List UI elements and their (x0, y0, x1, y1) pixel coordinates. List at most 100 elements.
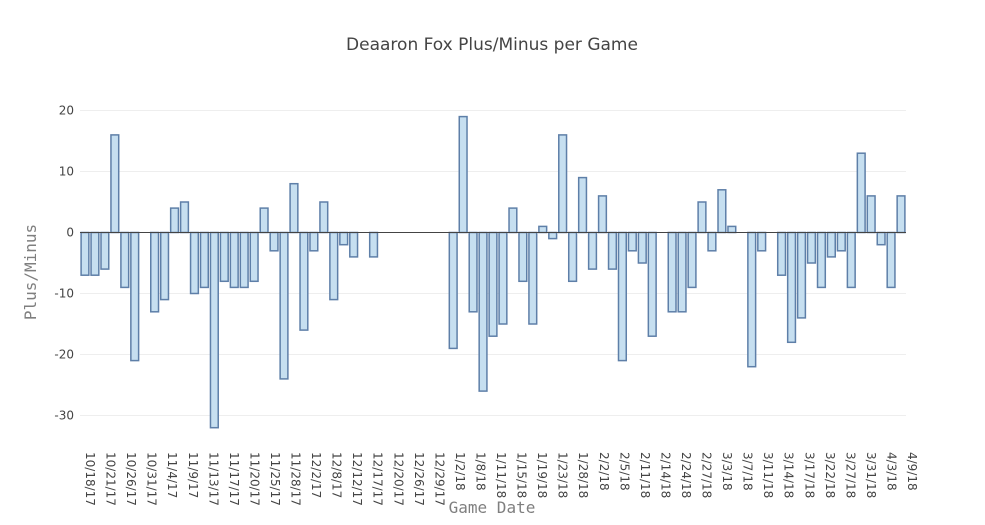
bar (229, 231, 239, 289)
x-tick-label: 1/8/18 (473, 452, 487, 491)
bar (90, 231, 100, 276)
bar (120, 231, 130, 289)
bar (448, 231, 458, 350)
x-tick-label: 1/11/18 (494, 452, 508, 498)
x-tick-label: 3/31/18 (864, 452, 878, 498)
bar (368, 231, 379, 258)
y-tick-label: -10 (54, 287, 74, 301)
bar (100, 231, 110, 270)
bar (339, 231, 349, 246)
bar (637, 231, 647, 264)
bar (110, 134, 120, 234)
bar (617, 231, 628, 362)
x-tick-label: 11/4/17 (165, 452, 179, 498)
x-tick-label: 2/27/18 (700, 452, 714, 498)
bar (856, 152, 866, 234)
bar (747, 231, 757, 368)
bar (349, 231, 359, 258)
x-tick-label: 12/17/17 (371, 452, 385, 506)
bar (159, 231, 170, 301)
chart-title: Deaaron Fox Plus/Minus per Game (346, 35, 638, 55)
bar (538, 225, 548, 234)
bar (816, 231, 827, 289)
bar (587, 231, 598, 270)
bar (299, 231, 309, 331)
bar (259, 207, 269, 234)
bar (80, 231, 90, 276)
bar (309, 231, 319, 252)
bar (239, 231, 249, 289)
x-tick-label: 2/14/18 (658, 452, 672, 498)
bar (458, 115, 468, 234)
x-tick-label: 3/14/18 (782, 452, 796, 498)
y-tick-label: 10 (59, 165, 74, 179)
y-tick-labels: 20 10 0 -10 -20 -30 (54, 104, 74, 423)
bar (876, 231, 886, 246)
x-tick-label: 3/17/18 (802, 452, 816, 498)
bar (518, 231, 528, 283)
x-tick-label: 11/25/17 (268, 452, 282, 506)
bar (836, 231, 846, 252)
bar (150, 231, 160, 313)
bar (717, 189, 727, 234)
x-tick-label: 11/17/17 (227, 452, 241, 506)
bar (548, 231, 558, 240)
bar (558, 134, 568, 234)
x-tick-label: 12/8/17 (330, 452, 344, 498)
bar (607, 231, 618, 270)
bar (697, 201, 707, 234)
y-axis-title: Plus/Minus (21, 224, 40, 320)
bar (577, 176, 588, 234)
bar (478, 231, 488, 392)
x-tick-label: 1/28/18 (576, 452, 590, 498)
bar (488, 231, 498, 337)
y-tick-label: -30 (54, 409, 74, 423)
y-tick-label: 0 (66, 226, 74, 240)
x-tick-label: 2/24/18 (679, 452, 693, 498)
bar (249, 231, 259, 283)
bar (269, 231, 279, 252)
bar (508, 207, 518, 234)
x-tick-label: 10/26/17 (124, 452, 138, 506)
x-tick-label: 11/20/17 (247, 452, 261, 506)
x-tick-label: 12/26/17 (412, 452, 426, 506)
x-tick-label: 3/3/18 (720, 452, 734, 491)
x-tick-label: 1/19/18 (535, 452, 549, 498)
bar (627, 231, 637, 252)
bar (498, 231, 508, 325)
bar (866, 195, 876, 234)
bar (169, 207, 180, 234)
bar (677, 231, 687, 313)
x-tick-label: 12/2/17 (309, 452, 323, 498)
x-tick-labels: 10/18/17 10/21/17 10/26/17 10/31/17 11/4/17 1… (83, 452, 919, 506)
bar (319, 201, 329, 234)
x-tick-label: 1/2/18 (453, 452, 467, 491)
x-tick-label: 11/13/17 (206, 452, 220, 506)
x-tick-label: 10/21/17 (104, 452, 118, 506)
bar (597, 195, 608, 234)
bar (826, 231, 836, 258)
bar (886, 231, 896, 289)
bar (279, 231, 289, 380)
x-tick-label: 2/5/18 (617, 452, 631, 491)
x-tick-label: 12/20/17 (391, 452, 405, 506)
bar (329, 231, 339, 301)
bar (707, 231, 717, 252)
bar (199, 231, 210, 289)
bar (806, 231, 817, 264)
x-tick-label: 4/3/18 (885, 452, 899, 491)
bar (209, 231, 219, 429)
bar (289, 182, 299, 234)
bar (796, 231, 807, 319)
x-tick-label: 1/15/18 (515, 452, 529, 498)
x-tick-label: 3/7/18 (741, 452, 755, 491)
x-tick-label: 4/9/18 (905, 452, 919, 491)
x-tick-label: 2/2/18 (597, 452, 611, 491)
x-tick-label: 10/18/17 (83, 452, 97, 506)
x-tick-label: 11/28/17 (289, 452, 303, 506)
x-tick-label: 10/31/17 (145, 452, 159, 506)
x-tick-label: 3/27/18 (843, 452, 857, 498)
x-tick-label: 12/12/17 (350, 452, 364, 506)
bar (567, 231, 578, 283)
x-tick-label: 11/9/17 (186, 452, 200, 498)
